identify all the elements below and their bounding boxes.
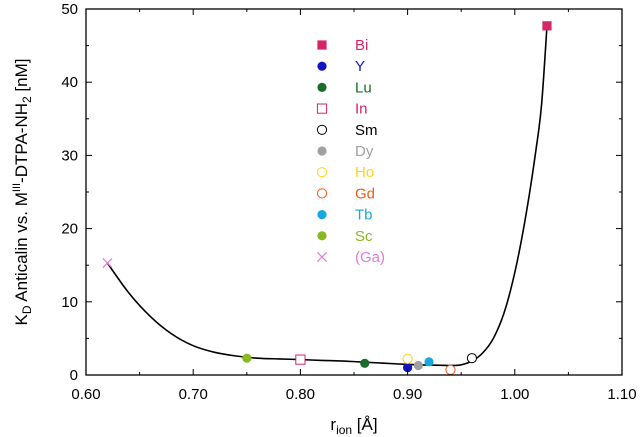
fit-curve xyxy=(106,25,548,367)
legend-marker-gd xyxy=(316,188,328,199)
data-point-bi xyxy=(542,21,552,31)
x-tick-label: 0.70 xyxy=(179,386,208,403)
legend-label-ga: (Ga) xyxy=(355,249,385,266)
legend-label-in: In xyxy=(355,101,368,118)
y-tick-label: 40 xyxy=(61,74,78,91)
legend-marker-in xyxy=(316,103,328,114)
data-point-sc xyxy=(242,353,252,363)
legend-label-dy: Dy xyxy=(355,143,374,160)
data-point-sm xyxy=(466,353,478,364)
data-point-ga xyxy=(102,257,113,269)
legend-marker-lu xyxy=(317,82,327,92)
plot-layer xyxy=(102,21,552,375)
data-point-y xyxy=(403,363,413,373)
legend-marker-tb xyxy=(317,210,327,220)
data-point-lu xyxy=(360,358,370,368)
legend-marker-ho xyxy=(316,167,328,178)
legend-label-sm: Sm xyxy=(355,122,378,139)
data-point-tb xyxy=(424,357,434,367)
legend-label-gd: Gd xyxy=(355,185,375,202)
data-point-dy xyxy=(413,360,423,371)
legend-marker-sm xyxy=(316,124,328,135)
data-point-gd xyxy=(445,364,456,375)
y-tick-label: 10 xyxy=(61,294,78,311)
x-tick-label: 0.60 xyxy=(71,386,100,403)
x-tick-label: 0.80 xyxy=(286,386,315,403)
y-tick-label: 50 xyxy=(61,1,78,18)
y-tick-label: 20 xyxy=(61,221,78,238)
data-point-in xyxy=(295,354,306,365)
legend-marker-sc xyxy=(317,231,327,241)
legend-label-y: Y xyxy=(355,58,365,75)
legend: Bi Y Lu In Sm Dy Ho Gd Tb Sc (Ga) xyxy=(316,37,385,266)
x-axis-title: rion [Å] xyxy=(330,415,377,437)
legend-label-bi: Bi xyxy=(355,37,368,54)
legend-label-ho: Ho xyxy=(355,164,374,181)
x-tick-label: 1.10 xyxy=(607,386,636,403)
data-point-ho xyxy=(402,353,413,364)
legend-label-tb: Tb xyxy=(355,207,373,224)
legend-marker-y xyxy=(317,61,327,71)
y-tick-label: 0 xyxy=(70,367,78,384)
legend-marker-dy xyxy=(317,146,327,156)
plot-frame xyxy=(85,8,623,376)
y-tick-label: 30 xyxy=(61,147,78,164)
y-axis-title: KD Anticalin vs. MIII-DTPA-NH2 [nM] xyxy=(11,59,34,326)
legend-label-lu: Lu xyxy=(355,79,372,96)
axes-layer: 0.60 0.70 0.80 0.90 1.00 1.10 0 10 20 30 40 50 xyxy=(61,1,636,403)
x-tick-label: 1.00 xyxy=(500,386,529,403)
legend-marker-bi xyxy=(317,40,327,50)
x-tick-label: 0.90 xyxy=(393,386,422,403)
legend-marker-ga xyxy=(316,251,328,263)
legend-label-sc: Sc xyxy=(355,228,373,245)
